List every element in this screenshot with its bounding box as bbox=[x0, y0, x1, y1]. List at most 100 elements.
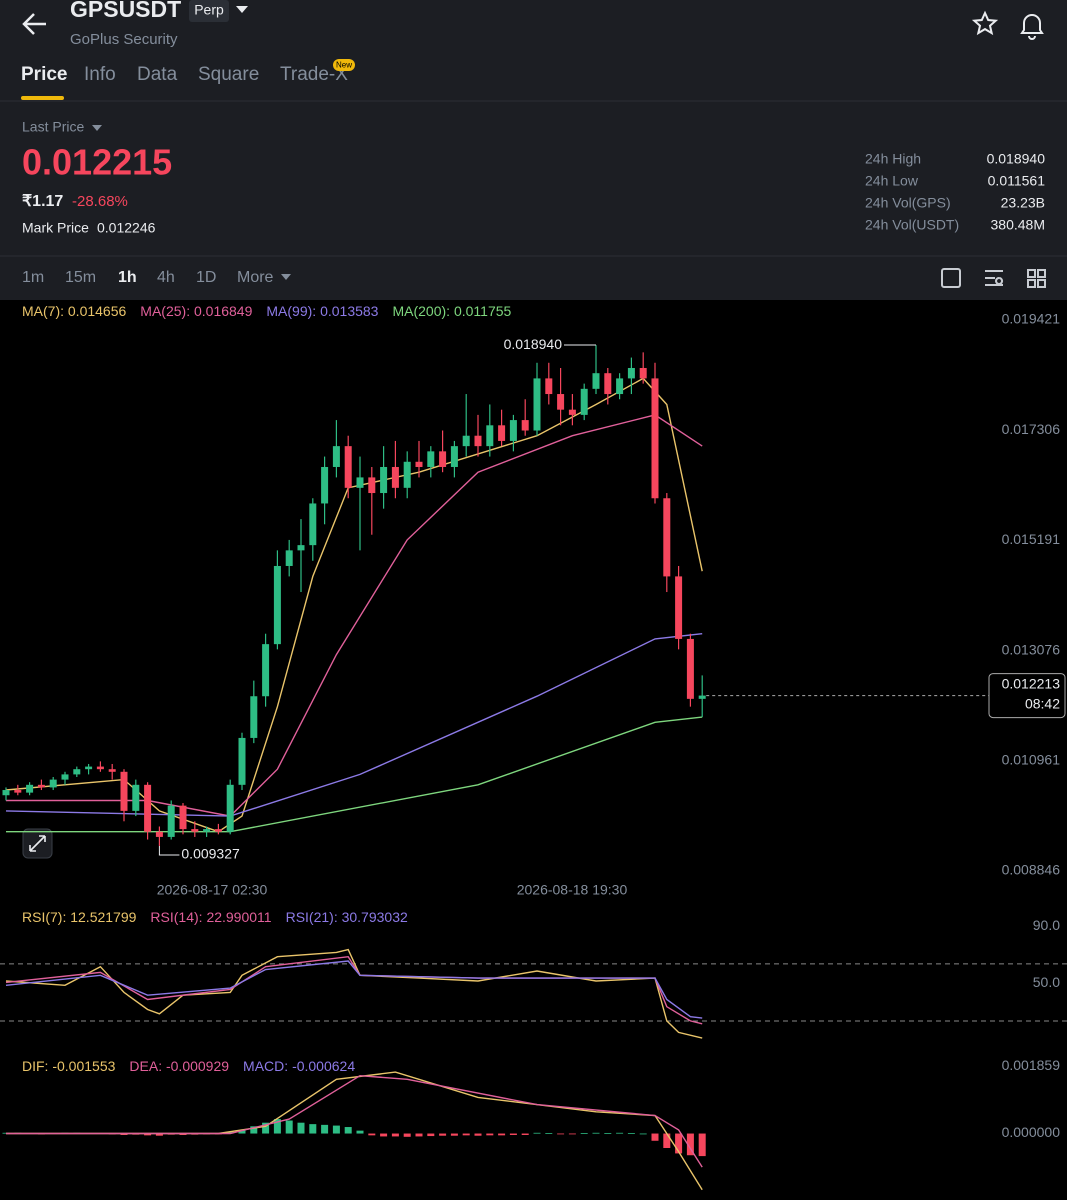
macd-bar bbox=[557, 1133, 565, 1135]
stat-label: 24h Low bbox=[865, 173, 919, 189]
legend-name: MACD: bbox=[243, 1058, 288, 1074]
macd-bar bbox=[580, 1133, 588, 1134]
settings-tool[interactable] bbox=[985, 270, 1004, 286]
legend-value: -0.000624 bbox=[292, 1058, 355, 1074]
candle-body bbox=[604, 373, 612, 395]
candle-body bbox=[61, 774, 69, 780]
candle-body bbox=[521, 420, 529, 431]
interval[interactable]: 1h bbox=[118, 269, 137, 286]
candle-body bbox=[580, 388, 588, 415]
layout-tool[interactable] bbox=[1027, 269, 1046, 288]
candle-body bbox=[380, 466, 388, 494]
tab[interactable]: Data bbox=[137, 64, 178, 85]
macd-bar bbox=[509, 1133, 517, 1135]
candle-body bbox=[191, 829, 199, 832]
stat-value: 380.48M bbox=[991, 217, 1045, 233]
candle-body bbox=[627, 367, 635, 379]
macd-bar bbox=[403, 1133, 411, 1137]
indicator-tool[interactable] bbox=[941, 268, 961, 288]
stat-value: 0.011561 bbox=[988, 173, 1046, 189]
interval[interactable]: 4h bbox=[157, 269, 175, 286]
candle-body bbox=[214, 829, 222, 832]
mark-price-label: Mark Price bbox=[22, 220, 89, 236]
legend-value: 0.011755 bbox=[454, 303, 512, 319]
macd-bar bbox=[391, 1133, 399, 1137]
contract-badge bbox=[189, 0, 229, 22]
stat-label: 24h High bbox=[865, 151, 921, 167]
legend-value: 22.990011 bbox=[206, 909, 271, 925]
candle-body bbox=[73, 769, 81, 775]
candle-body bbox=[651, 378, 659, 499]
candle-body bbox=[498, 425, 506, 441]
legend-value: -0.000929 bbox=[166, 1058, 229, 1074]
macd-bar bbox=[698, 1133, 706, 1157]
candle-body bbox=[557, 394, 565, 410]
alert-button[interactable] bbox=[1020, 14, 1044, 40]
candle-body bbox=[238, 737, 246, 785]
legend-entry: RSI(7): 12.521799 bbox=[22, 909, 137, 925]
tab[interactable]: Trade-X bbox=[280, 64, 348, 85]
candle-body bbox=[96, 766, 104, 770]
last-price-label: Last Price bbox=[22, 119, 84, 135]
candle-body bbox=[509, 420, 517, 441]
candle-body bbox=[427, 451, 435, 467]
legend-name: DIF: bbox=[22, 1058, 48, 1074]
candle-body bbox=[568, 409, 576, 415]
indicator-line bbox=[6, 414, 703, 817]
y-tick-label: 0.008846 bbox=[1002, 862, 1061, 878]
favorite-button[interactable] bbox=[971, 10, 999, 36]
new-badge bbox=[333, 59, 355, 71]
fiat-price: ₹1.17 bbox=[22, 193, 63, 210]
x-tick-label: 2026-08-18 19:30 bbox=[517, 882, 628, 898]
candle-body bbox=[533, 378, 541, 431]
chart-tools bbox=[941, 268, 1046, 288]
legend-name: RSI(7): bbox=[22, 909, 66, 925]
interval[interactable]: 1D bbox=[196, 269, 216, 286]
candle-body bbox=[250, 696, 258, 738]
macd-bar bbox=[675, 1133, 683, 1154]
tab[interactable]: Price bbox=[21, 64, 67, 85]
legend-value: 0.013583 bbox=[320, 303, 379, 319]
candle-body bbox=[297, 545, 305, 551]
candle-body bbox=[356, 477, 364, 488]
tab[interactable]: Info bbox=[84, 64, 116, 85]
project-name: GoPlus Security bbox=[70, 31, 178, 48]
tab[interactable]: Square bbox=[198, 64, 259, 85]
active-tab-indicator bbox=[21, 96, 64, 100]
more-dropdown[interactable] bbox=[281, 274, 291, 280]
candle-body bbox=[450, 446, 458, 467]
legend-name: MA(25): bbox=[140, 303, 190, 319]
price-change: -28.68% bbox=[72, 193, 128, 210]
symbol-dropdown[interactable] bbox=[236, 6, 248, 13]
interval[interactable]: 1m bbox=[22, 269, 44, 286]
candle-body bbox=[462, 435, 470, 447]
indicator-line bbox=[6, 716, 703, 833]
candle-body bbox=[2, 790, 10, 796]
macd-bar bbox=[332, 1125, 340, 1134]
candle-body bbox=[14, 790, 22, 793]
stat-value: 23.23B bbox=[1001, 195, 1045, 211]
new-badge-text: New bbox=[336, 61, 352, 70]
candle-body bbox=[698, 695, 706, 699]
macd-bar bbox=[120, 1133, 128, 1135]
indicator-line bbox=[5, 948, 703, 1039]
candle-body bbox=[344, 446, 352, 488]
interval-bar: 1m 15m 1h 4h 1D More bbox=[22, 269, 274, 286]
price-type-dropdown[interactable] bbox=[92, 125, 102, 131]
macd-bar bbox=[321, 1124, 329, 1134]
macd-bar bbox=[639, 1133, 647, 1135]
back-button[interactable] bbox=[22, 13, 46, 35]
macd-bar bbox=[262, 1122, 270, 1134]
macd-bar bbox=[663, 1133, 671, 1148]
last-price: 0.012215 bbox=[22, 142, 172, 183]
interval[interactable]: 15m bbox=[65, 269, 96, 286]
macd-bar bbox=[498, 1133, 506, 1136]
candle-body bbox=[486, 425, 494, 447]
low-pointer bbox=[158, 845, 180, 856]
candle-body bbox=[226, 784, 234, 832]
stat-label: 24h Vol(USDT) bbox=[865, 217, 959, 233]
candle-body bbox=[474, 435, 482, 447]
interval[interactable]: More bbox=[237, 269, 274, 286]
low-label: 0.009327 bbox=[181, 846, 240, 862]
macd-bar bbox=[427, 1133, 435, 1137]
